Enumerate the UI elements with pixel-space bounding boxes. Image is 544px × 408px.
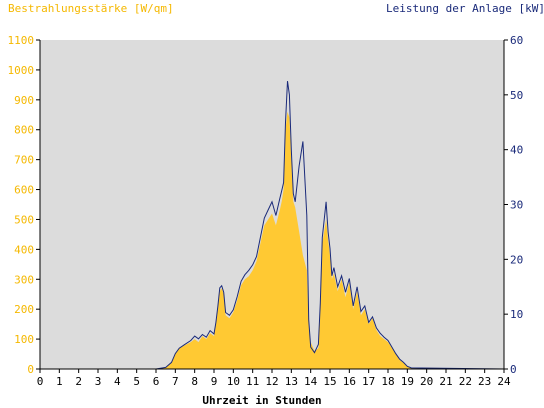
x-tick-label: 19 [401,375,414,388]
x-axis-ticks: 0 1 2 3 4 5 6 7 8 9 10 11 12 13 14 15 16 17 18 19 20 21 22 23 24 [37,369,511,388]
x-tick-label: 8 [191,375,198,388]
x-tick-label: 6 [153,375,160,388]
irradiance-area [40,111,504,370]
right-tick-label: 10 [510,308,523,321]
x-tick-label: 21 [439,375,452,388]
x-tick-label: 11 [246,375,259,388]
x-tick-label: 10 [227,375,240,388]
right-tick-label: 30 [510,199,523,212]
right-tick-label: 50 [510,89,523,102]
right-axis-title: Leistung der Anlage [kW] [386,2,544,15]
x-tick-label: 14 [304,375,318,388]
left-tick-label: 300 [14,273,34,286]
power-line [40,81,505,370]
x-tick-label: 2 [75,375,82,388]
x-tick-label: 15 [323,375,336,388]
right-tick-label: 20 [510,253,523,266]
x-tick-label: 7 [172,375,179,388]
left-tick-label: 400 [14,243,34,256]
x-tick-label: 3 [95,375,102,388]
left-tick-label: 600 [14,184,34,197]
x-tick-label: 0 [37,375,44,388]
x-tick-label: 18 [381,375,394,388]
x-axis-label: Uhrzeit in Stunden [202,394,321,407]
left-tick-label: 800 [14,124,34,137]
x-tick-label: 5 [133,375,140,388]
left-tick-label: 100 [14,333,34,346]
left-tick-label: 700 [14,154,34,167]
right-tick-label: 40 [510,144,523,157]
x-tick-label: 13 [285,375,298,388]
right-tick-label: 0 [510,363,517,376]
x-tick-label: 23 [478,375,491,388]
left-tick-label: 900 [14,94,34,107]
left-axis-ticks: 0 100 200 300 400 500 600 700 800 900 1000 1100 [8,34,40,376]
left-axis-title: Bestrahlungsstärke [W/qm] [8,2,174,15]
x-tick-label: 1 [56,375,63,388]
x-tick-label: 24 [497,375,511,388]
left-tick-label: 500 [14,213,34,226]
right-tick-label: 60 [510,34,523,47]
x-tick-label: 20 [420,375,433,388]
left-tick-label: 1000 [8,64,35,77]
right-axis-ticks: 0 10 20 30 40 50 60 [504,34,523,376]
x-tick-label: 12 [265,375,278,388]
x-tick-label: 17 [362,375,375,388]
left-tick-label: 0 [27,363,34,376]
x-tick-label: 4 [114,375,121,388]
left-tick-label: 1100 [8,34,35,47]
x-tick-label: 9 [211,375,218,388]
x-tick-label: 22 [459,375,472,388]
x-tick-label: 16 [343,375,356,388]
left-tick-label: 200 [14,303,34,316]
